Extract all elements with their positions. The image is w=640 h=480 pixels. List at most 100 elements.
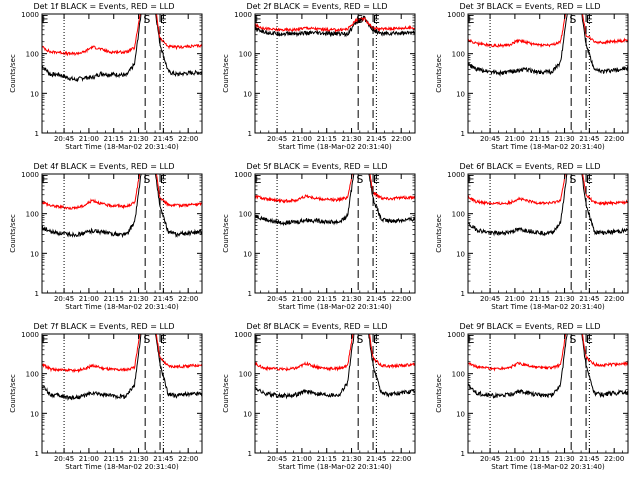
interval-marker-e: E <box>373 173 380 186</box>
series-events-line <box>42 334 202 402</box>
series-lld-line <box>42 174 202 210</box>
chart-title: Det 6f BLACK = Events, RED = LLD <box>459 162 600 171</box>
detector-panel-8: Det 8f BLACK = Events, RED = LLD 1 10 100 10… <box>213 320 426 480</box>
x-tick-label: 21:30 <box>128 135 148 143</box>
chart-title: Det 7f BLACK = Events, RED = LLD <box>33 322 174 331</box>
detector-panel-4: Det 4f BLACK = Events, RED = LLD 1 10 100 10… <box>0 160 213 320</box>
x-tick-label: 22:00 <box>178 455 198 463</box>
x-axis-label: Start Time (18-Mar-02 20:31:40) <box>65 303 179 311</box>
y-tick-label: 1000 <box>21 171 39 179</box>
y-tick-label: 1 <box>248 130 252 138</box>
y-tick-label: 1 <box>35 450 39 458</box>
x-tick-label: 20:45 <box>267 135 287 143</box>
series-events-line <box>468 174 628 237</box>
interval-marker-e: E <box>255 173 262 186</box>
y-tick-label: 1 <box>461 130 465 138</box>
x-axis-label: Start Time (18-Mar-02 20:31:40) <box>278 143 392 151</box>
y-tick-label: 1000 <box>21 331 39 339</box>
series-lld-line <box>255 16 415 33</box>
y-axis-label: Counts/sec <box>222 374 230 413</box>
x-tick-label: 22:00 <box>391 455 411 463</box>
y-tick-label: 1000 <box>447 171 465 179</box>
x-tick-label: 20:45 <box>54 455 74 463</box>
y-tick-label: 100 <box>452 371 465 379</box>
x-tick-label: 22:00 <box>604 135 624 143</box>
x-tick-label: 21:00 <box>292 295 312 303</box>
interval-marker-s: S <box>143 13 150 26</box>
y-axis-label: Counts/sec <box>9 54 17 93</box>
x-tick-label: 21:15 <box>104 455 124 463</box>
x-tick-label: 20:45 <box>480 135 500 143</box>
x-tick-label: 22:00 <box>178 295 198 303</box>
series-lld-line <box>468 14 628 49</box>
x-tick-label: 21:15 <box>317 135 337 143</box>
plot-frame <box>41 333 203 454</box>
chart-title: Det 3f BLACK = Events, RED = LLD <box>459 2 600 11</box>
y-tick-label: 100 <box>452 211 465 219</box>
y-tick-label: 1 <box>461 450 465 458</box>
y-tick-label: 10 <box>456 410 465 418</box>
x-axis-label: Start Time (18-Mar-02 20:31:40) <box>491 143 605 151</box>
interval-marker-e: E <box>255 333 262 346</box>
y-tick-label: 10 <box>243 250 252 258</box>
x-axis-label: Start Time (18-Mar-02 20:31:40) <box>65 463 179 471</box>
series-lld-line <box>468 334 628 372</box>
panel-svg: Det 3f BLACK = Events, RED = LLD 1 10 100 10… <box>435 2 629 151</box>
detector-panel-2: Det 2f BLACK = Events, RED = LLD 1 10 100 10… <box>213 0 426 160</box>
x-tick-label: 21:00 <box>292 135 312 143</box>
x-tick-label: 21:00 <box>505 135 525 143</box>
x-tick-label: 21:30 <box>128 455 148 463</box>
x-tick-label: 21:15 <box>530 455 550 463</box>
x-tick-label: 21:45 <box>579 295 599 303</box>
interval-marker-s: S <box>569 173 576 186</box>
chart-title: Det 1f BLACK = Events, RED = LLD <box>33 2 174 11</box>
chart-title: Det 9f BLACK = Events, RED = LLD <box>459 322 600 331</box>
y-tick-label: 1 <box>248 450 252 458</box>
x-axis-label: Start Time (18-Mar-02 20:31:40) <box>491 463 605 471</box>
interval-marker-e: E <box>255 13 262 26</box>
x-tick-label: 21:45 <box>153 455 173 463</box>
y-tick-label: 1000 <box>234 11 252 19</box>
x-axis-label: Start Time (18-Mar-02 20:31:40) <box>65 143 179 151</box>
interval-marker-e: E <box>373 333 380 346</box>
x-tick-label: 21:00 <box>505 295 525 303</box>
x-tick-label: 21:15 <box>530 135 550 143</box>
x-tick-label: 21:30 <box>554 455 574 463</box>
y-tick-label: 100 <box>239 371 252 379</box>
y-tick-label: 1 <box>461 290 465 298</box>
x-tick-label: 20:45 <box>480 295 500 303</box>
x-tick-label: 21:45 <box>366 295 386 303</box>
y-tick-label: 100 <box>239 51 252 59</box>
panel-svg: Det 5f BLACK = Events, RED = LLD 1 10 100 10… <box>222 162 416 311</box>
x-tick-label: 21:00 <box>79 455 99 463</box>
series-events-line <box>255 174 415 227</box>
y-axis-label: Counts/sec <box>222 214 230 253</box>
y-axis-label: Counts/sec <box>9 214 17 253</box>
y-tick-label: 10 <box>243 90 252 98</box>
x-tick-label: 21:15 <box>530 295 550 303</box>
x-tick-label: 22:00 <box>604 455 624 463</box>
y-tick-label: 1000 <box>21 11 39 19</box>
interval-marker-s: S <box>356 13 363 26</box>
series-events-line <box>42 14 202 83</box>
panel-svg: Det 7f BLACK = Events, RED = LLD 1 10 100 10… <box>9 322 203 471</box>
y-tick-label: 100 <box>26 51 39 59</box>
x-tick-label: 20:45 <box>267 455 287 463</box>
panel-svg: Det 6f BLACK = Events, RED = LLD 1 10 100 10… <box>435 162 629 311</box>
y-tick-label: 10 <box>243 410 252 418</box>
chart-title: Det 8f BLACK = Events, RED = LLD <box>246 322 387 331</box>
detector-panel-9: Det 9f BLACK = Events, RED = LLD 1 10 100 10… <box>426 320 639 480</box>
interval-marker-e: E <box>468 13 475 26</box>
x-tick-label: 20:45 <box>480 455 500 463</box>
x-tick-label: 21:00 <box>292 455 312 463</box>
detector-panel-3: Det 3f BLACK = Events, RED = LLD 1 10 100 10… <box>426 0 639 160</box>
x-tick-label: 21:45 <box>153 295 173 303</box>
y-tick-label: 100 <box>452 51 465 59</box>
x-tick-label: 22:00 <box>604 295 624 303</box>
y-tick-label: 10 <box>30 250 39 258</box>
interval-marker-s: S <box>143 173 150 186</box>
interval-marker-e: E <box>160 333 167 346</box>
chart-title: Det 4f BLACK = Events, RED = LLD <box>33 162 174 171</box>
interval-marker-e: E <box>42 173 49 186</box>
